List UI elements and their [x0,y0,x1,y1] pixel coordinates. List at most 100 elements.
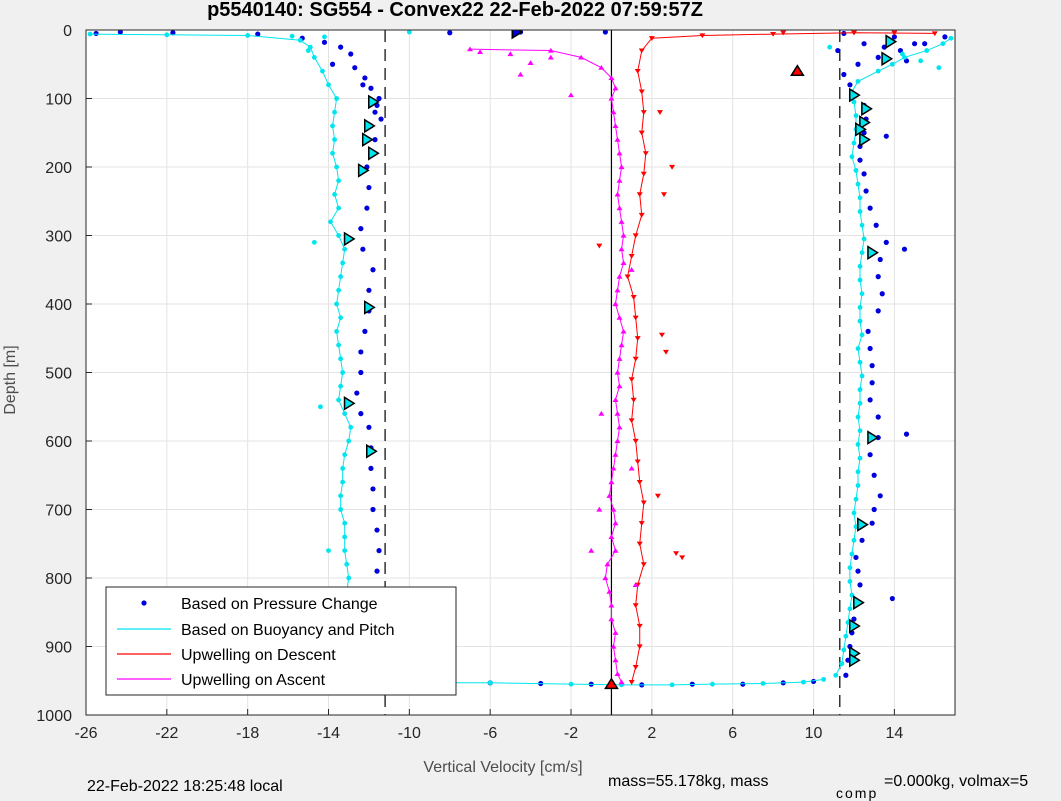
data-point [855,483,861,488]
data-point [354,390,360,396]
data-point [614,287,621,293]
data-point [334,164,339,170]
data-point [903,431,910,437]
data-point [679,555,686,561]
data-point [849,551,855,557]
turn-marker [604,677,619,690]
data-point [334,96,339,101]
series-3 [466,46,639,685]
legend-item-pressure: Based on Pressure Change [141,596,378,613]
data-point [847,565,853,571]
data-point [610,109,617,115]
data-point [342,534,348,540]
y-tick-label: 0 [63,23,72,40]
data-point [851,99,857,105]
data-point [329,61,336,67]
data-point [596,506,603,512]
data-point [568,681,574,687]
axis-ticks: -26 -22 -18 -14 -10 -6 -2 2 6 10 14010020030040050… [36,23,903,742]
data-point [330,150,335,156]
data-point [835,47,841,54]
data-point [857,582,863,588]
data-point [857,209,863,214]
data-point [642,151,649,156]
data-point [447,30,453,36]
data-point [849,154,855,160]
data-point [596,243,603,249]
turn-marker [366,443,378,459]
data-point [900,51,905,57]
data-point [869,363,875,369]
data-point [612,301,619,307]
turn-marker [881,51,894,67]
turn-marker [853,595,865,611]
chart-title: p5540140: SG554 - Convex22 22-Feb-2022 0… [207,0,703,21]
data-point [93,30,99,37]
data-point [620,328,627,334]
data-point [869,380,875,386]
legend-label: Based on Buoyancy and Pitch [181,622,394,639]
data-point [656,110,663,115]
data-point [338,274,344,279]
data-point [598,64,605,70]
data-point [378,116,384,122]
turn-marker [343,231,356,247]
data-point [368,85,374,91]
turn-marker [885,34,898,49]
data-point [87,31,93,37]
data-point [632,438,639,444]
data-point [638,48,645,54]
data-point [344,561,350,567]
data-point [608,534,615,539]
data-point [348,51,354,57]
data-point [640,110,647,115]
data-point [342,246,348,252]
data-point [875,68,881,74]
data-point [630,397,637,403]
data-point [634,336,641,341]
data-point [340,370,346,375]
data-point [942,34,948,40]
data-point [612,630,619,635]
data-point [340,479,346,485]
data-point [326,548,331,553]
data-point [374,568,380,574]
data-point [616,383,623,389]
data-point [372,109,378,115]
data-point [336,342,342,348]
data-point [630,295,637,300]
data-point [606,493,613,498]
data-point [869,520,875,526]
data-point [117,30,123,35]
turn-marker [849,618,861,634]
data-point [487,680,493,686]
legend-swatch-dot [141,600,147,606]
data-point [366,287,372,293]
data-point [366,424,372,430]
data-point [699,33,706,39]
data-point [873,222,879,228]
y-tick-label: 400 [45,297,72,314]
data-point [855,61,861,67]
data-point [289,33,295,39]
x-tick-label: -22 [155,725,178,742]
data-point [634,69,641,74]
data-point [636,541,643,547]
data-point [608,602,615,608]
data-point [338,315,344,321]
x-tick-label: -10 [398,725,421,742]
data-point [330,123,335,129]
data-point [636,192,643,198]
data-point [614,369,621,375]
data-point [612,452,619,457]
x-tick-label: -18 [236,725,259,742]
y-tick-label: 700 [45,503,72,520]
y-tick-label: 200 [45,160,72,177]
data-point [616,273,623,279]
turn-marker [867,430,879,445]
data-point [673,551,680,557]
data-point [477,49,484,55]
data-point [614,136,621,142]
data-point [620,232,627,238]
data-point [857,428,863,434]
